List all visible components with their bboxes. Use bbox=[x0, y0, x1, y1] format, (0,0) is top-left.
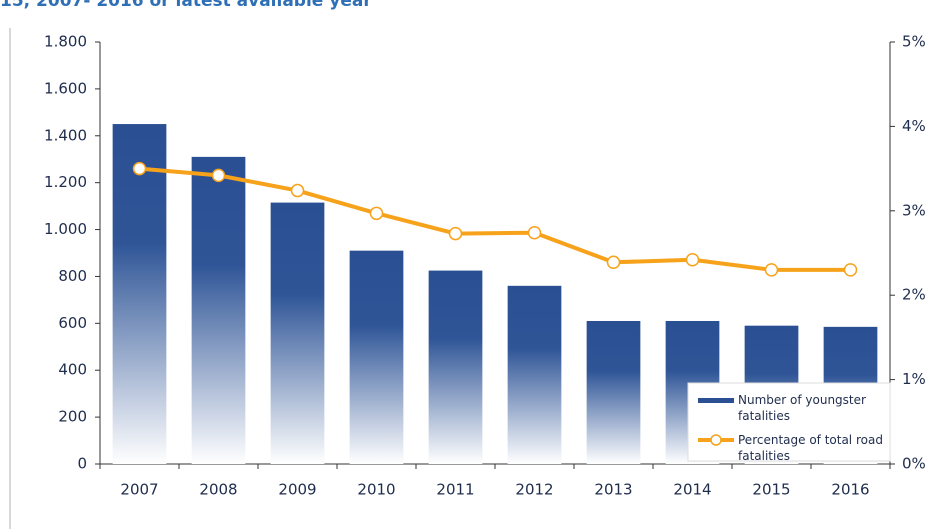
x-tick-label: 2014 bbox=[673, 481, 711, 499]
y2-tick-label: 2% bbox=[902, 286, 926, 304]
bar bbox=[112, 124, 167, 465]
y-tick-label: 1.000 bbox=[44, 220, 87, 238]
chart-title: 15, 2007- 2016 or latest available year bbox=[0, 0, 372, 11]
legend-swatch-point bbox=[710, 434, 722, 446]
y-tick-label: 0 bbox=[77, 455, 87, 473]
y-tick-label: 1.200 bbox=[44, 173, 87, 191]
bar bbox=[428, 270, 483, 464]
y-tick-label: 800 bbox=[58, 267, 87, 285]
y2-tick-label: 5% bbox=[902, 33, 926, 51]
x-tick-label: 2007 bbox=[120, 481, 158, 499]
y-tick-label: 1.600 bbox=[44, 79, 87, 97]
x-tick-label: 2010 bbox=[357, 481, 395, 499]
line-point bbox=[764, 263, 779, 277]
line-point bbox=[290, 183, 305, 198]
x-tick-label: 2012 bbox=[515, 481, 553, 499]
y2-tick-label: 3% bbox=[902, 201, 926, 219]
x-tick-label: 2015 bbox=[752, 481, 790, 499]
x-tick-label: 2008 bbox=[199, 481, 237, 499]
legend-box bbox=[687, 382, 891, 462]
line-point bbox=[606, 255, 621, 270]
legend-swatch bbox=[698, 398, 734, 403]
line-point bbox=[132, 161, 147, 176]
line-point bbox=[369, 206, 384, 221]
legend-label: Number of youngster fatalities bbox=[738, 393, 866, 423]
legend-label: Percentage of total road fatalities bbox=[738, 433, 883, 463]
bar bbox=[191, 156, 246, 464]
y2-tick-label: 0% bbox=[902, 455, 926, 473]
y2-tick-label: 4% bbox=[902, 117, 926, 135]
bar bbox=[270, 202, 325, 464]
line bbox=[139, 166, 851, 272]
bar bbox=[507, 285, 562, 464]
x-tick-label: 2013 bbox=[594, 481, 632, 499]
bar bbox=[586, 320, 641, 464]
x-tick-label: 2016 bbox=[831, 481, 869, 499]
line-point bbox=[843, 263, 858, 277]
y-tick-label: 600 bbox=[58, 314, 87, 332]
x-tick-label: 2009 bbox=[278, 481, 316, 499]
y-tick-label: 1.400 bbox=[44, 126, 87, 144]
bar bbox=[349, 250, 404, 464]
line-point bbox=[527, 225, 542, 240]
y-tick-label: 1.800 bbox=[44, 33, 87, 51]
y-tick-label: 200 bbox=[58, 408, 87, 426]
x-tick-label: 2011 bbox=[436, 481, 474, 499]
y-tick-label: 400 bbox=[58, 361, 87, 379]
line-point bbox=[685, 253, 700, 267]
y2-tick-label: 1% bbox=[902, 370, 926, 388]
line-point bbox=[211, 168, 226, 183]
line-point bbox=[448, 226, 463, 241]
